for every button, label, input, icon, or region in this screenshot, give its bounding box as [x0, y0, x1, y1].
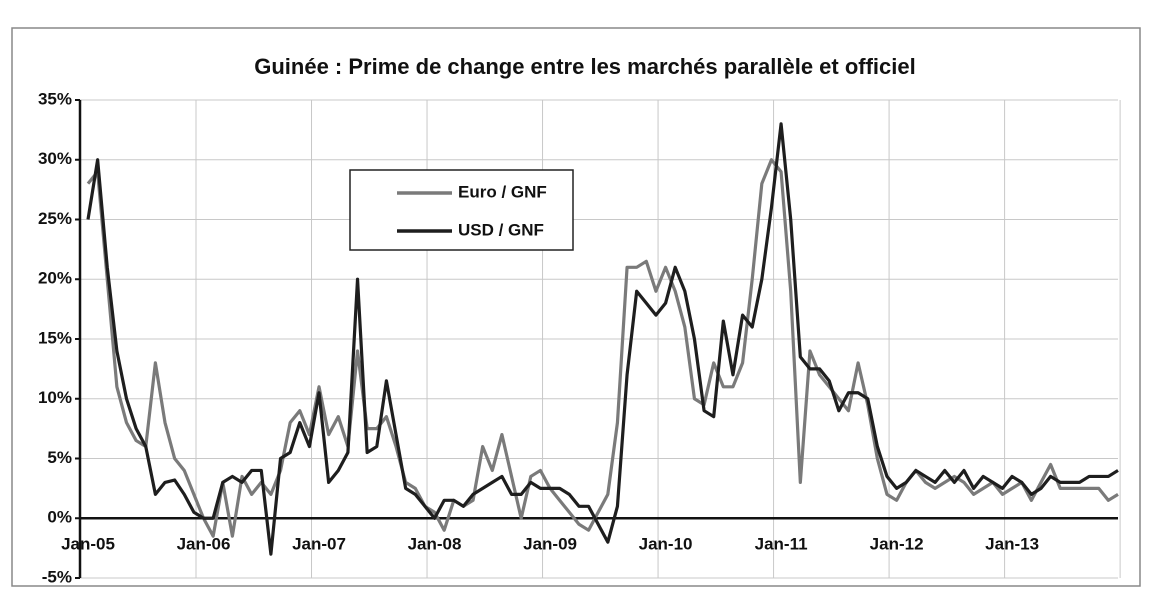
series-line — [86, 122, 1119, 556]
x-tick-label: Jan-09 — [523, 534, 577, 553]
legend-box — [349, 169, 574, 251]
x-tick-label: Jan-06 — [177, 534, 231, 553]
y-tick-label: 10% — [38, 388, 72, 407]
y-tick-label: 30% — [38, 149, 72, 168]
x-tick-label: Jan-11 — [755, 534, 808, 553]
x-tick-label: Jan-12 — [870, 534, 924, 553]
y-tick-label: 15% — [38, 328, 72, 347]
x-tick-label: Jan-10 — [639, 534, 693, 553]
y-tick-label: 35% — [38, 89, 72, 108]
x-tick-label: Jan-13 — [985, 534, 1039, 553]
y-tick-label: -5% — [42, 567, 72, 586]
y-tick-label: 0% — [47, 508, 72, 527]
legend-label: Euro / GNF — [458, 182, 547, 201]
y-tick-label: 5% — [47, 448, 72, 467]
chart-title: Guinée : Prime de change entre les march… — [254, 54, 915, 79]
x-tick-label: Jan-08 — [408, 534, 462, 553]
series-line — [86, 158, 1119, 538]
legend-label: USD / GNF — [458, 220, 544, 239]
x-tick-label: Jan-07 — [292, 534, 346, 553]
y-tick-label: 25% — [38, 209, 72, 228]
x-tick-label: Jan-05 — [61, 534, 115, 553]
y-tick-label: 20% — [38, 269, 72, 288]
